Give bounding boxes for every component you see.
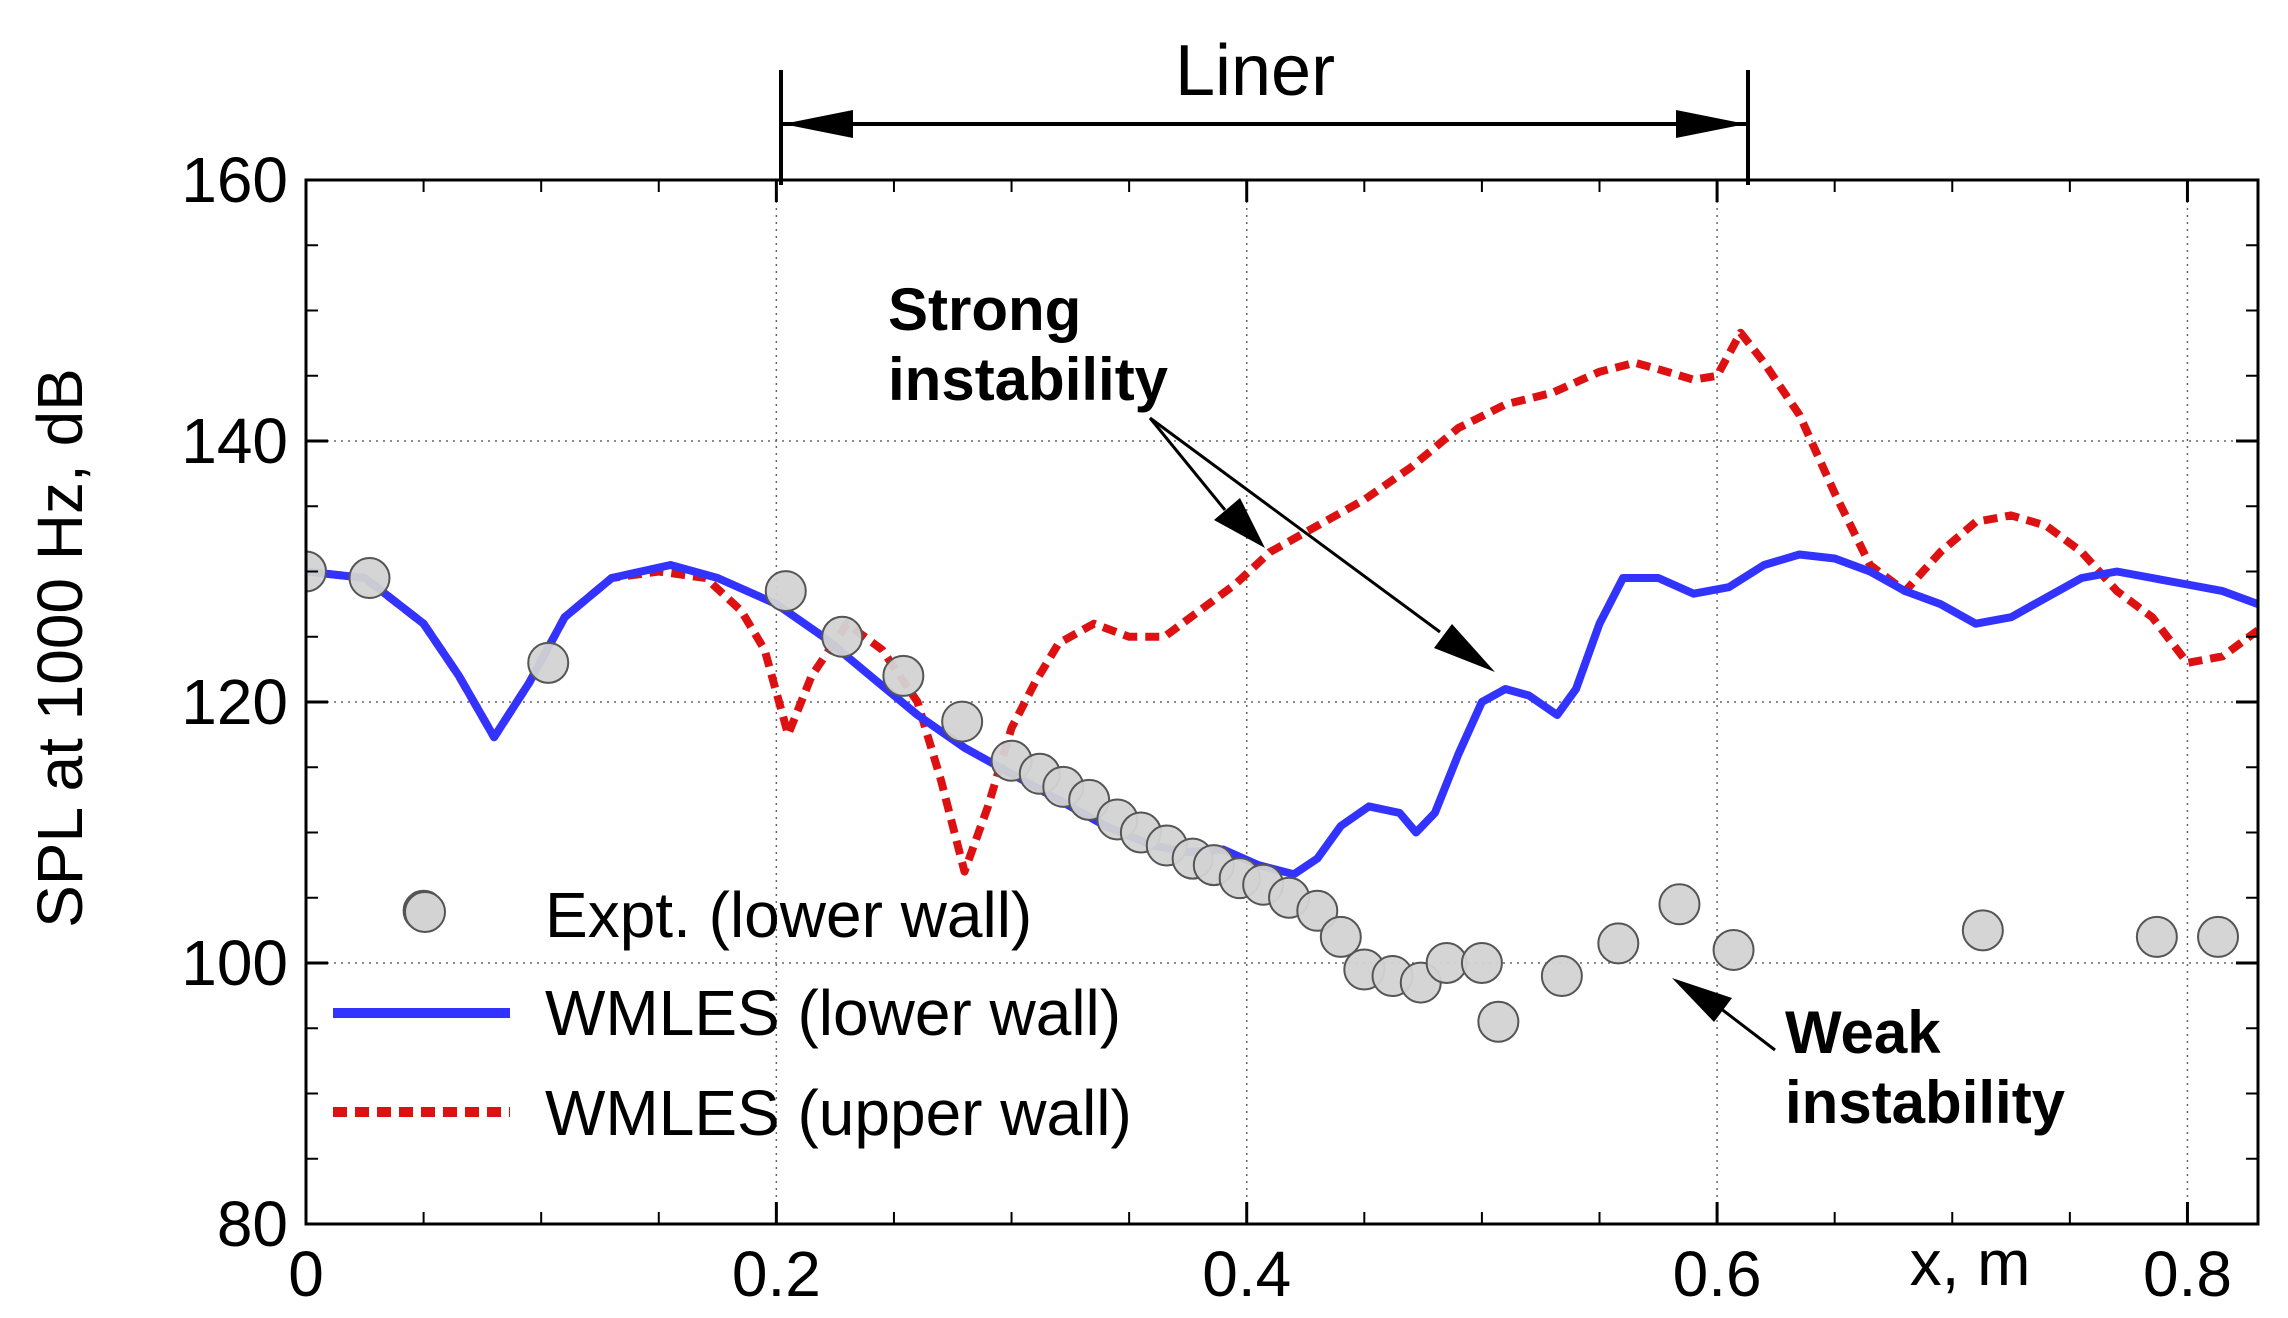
expt-data-point — [1712, 928, 1755, 971]
strong-arrow-1-head — [1214, 498, 1265, 548]
expt-data-point — [527, 641, 570, 684]
x-tick-label: 0.6 — [1673, 1238, 1762, 1310]
weak-arrow-head — [1672, 978, 1732, 1022]
liner-arrow-left-head — [783, 110, 853, 138]
y-tick-label: 160 — [181, 144, 288, 216]
expt-data-point — [1296, 889, 1339, 932]
expt-data-point — [1425, 942, 1468, 984]
expt-data-point — [764, 570, 807, 613]
series-upper-wall-line — [306, 328, 2258, 876]
expt-data-point — [2197, 915, 2240, 958]
expt-data-point — [1319, 915, 1362, 958]
strong-instability-line1: Strong — [888, 276, 1081, 343]
x-tick-label: 0.8 — [2143, 1238, 2232, 1310]
grid — [306, 180, 2258, 1224]
expt-data-point — [941, 700, 984, 743]
legend-expt-label: Expt. (lower wall) — [545, 879, 1032, 951]
axes — [304, 178, 2260, 1226]
tick-labels: 0 0.2 0.4 0.6 0.8 80 100 120 140 160 — [181, 144, 2232, 1310]
y-tick-label: 80 — [217, 1188, 288, 1260]
x-tick-label: 0.4 — [1202, 1238, 1291, 1310]
expt-data-point — [1477, 1000, 1520, 1043]
liner-arrow-right-head — [1676, 110, 1746, 138]
legend-expt-marker — [404, 891, 446, 933]
y-axis-title: SPL at 1000 Hz, dB — [24, 368, 96, 928]
weak-instability-line1: Weak — [1785, 999, 1941, 1066]
strong-arrow-2-line — [1149, 416, 1441, 634]
y-tick-label: 120 — [181, 666, 288, 738]
legend: Expt. (lower wall) WMLES (lower wall) WM… — [333, 879, 1132, 1149]
weak-instability-annotation: Weak instability — [1672, 978, 2066, 1136]
strong-arrow-2-head — [1434, 624, 1495, 672]
legend-lower-wall-label: WMLES (lower wall) — [545, 977, 1121, 1049]
expt-data-point — [1540, 955, 1583, 998]
strong-instability-line2: instability — [888, 346, 1169, 413]
weak-arrow-line — [1719, 1006, 1776, 1052]
expt-data-point — [1961, 909, 2004, 952]
expt-data-point — [2135, 915, 2178, 958]
weak-instability-line2: instability — [1785, 1069, 2066, 1136]
series-lower-wall-line — [306, 550, 2258, 879]
y-tick-label: 100 — [181, 927, 288, 999]
expt-data-point — [348, 557, 391, 600]
expt-data-point — [1460, 942, 1503, 984]
x-tick-label: 0 — [288, 1238, 324, 1310]
strong-instability-annotation: Strong instability — [888, 276, 1495, 672]
liner-label: Liner — [1175, 31, 1335, 111]
strong-arrow-1-line — [1148, 417, 1227, 511]
expt-data-point — [1658, 883, 1701, 926]
legend-upper-wall-label: WMLES (upper wall) — [545, 1077, 1132, 1149]
expt-data-point — [821, 615, 864, 658]
expt-data-point — [1597, 922, 1640, 965]
expt-data-point — [882, 654, 925, 697]
y-tick-label: 140 — [181, 405, 288, 477]
liner-annotation: Liner — [779, 31, 1750, 185]
x-tick-label: 0.2 — [732, 1238, 821, 1310]
x-axis-title: x, m — [1910, 1227, 2031, 1299]
